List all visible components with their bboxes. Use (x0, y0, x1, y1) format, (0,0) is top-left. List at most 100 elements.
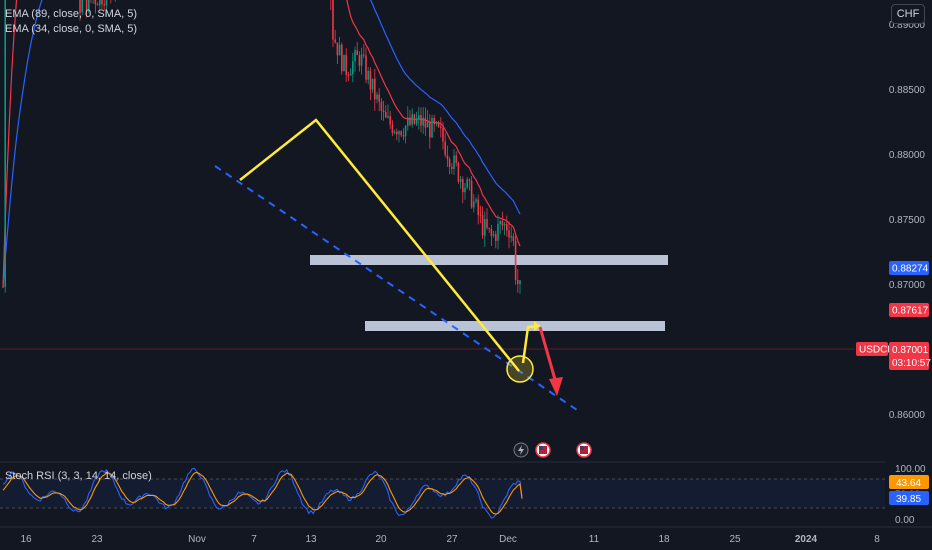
candle-body (457, 162, 460, 182)
candle-body (360, 54, 363, 66)
candle-body (402, 135, 405, 137)
ema34-price-tag-bg (889, 303, 929, 317)
x-tick-label: Nov (188, 534, 206, 545)
candle-body (426, 121, 429, 128)
candle-body (404, 125, 407, 137)
candle-body (338, 44, 341, 56)
candle-body (365, 55, 367, 80)
candle-body (488, 227, 490, 229)
candle-body (4, 0, 6, 287)
candle-body (444, 141, 446, 156)
candles (2, 0, 521, 294)
candle-body (99, 0, 101, 6)
stoch-d-value: 39.85 (896, 494, 921, 505)
candle-body (345, 54, 347, 75)
x-tick-label: 16 (20, 534, 32, 545)
candle-body (413, 114, 416, 124)
candle-body (490, 228, 493, 236)
legend-ema34: EMA (34, close, 0, SMA, 5) (5, 23, 138, 35)
rsi-tick-label: 100.00 (895, 464, 926, 475)
candle-body (374, 78, 376, 100)
candle-body (376, 94, 378, 100)
reversal-circle (506, 355, 534, 383)
countdown-timer: 03:10:57 (892, 358, 931, 369)
x-tick-label: 25 (729, 534, 741, 545)
candle-body (363, 54, 365, 56)
candle-body (88, 0, 90, 12)
candle-body (440, 126, 442, 129)
candle-body (442, 128, 444, 142)
lightning-icon-glyph (518, 445, 524, 455)
candle-body (464, 187, 466, 193)
candle-body (385, 112, 387, 118)
x-tick-label: 11 (589, 534, 600, 545)
currency-button[interactable]: CHF (891, 4, 925, 24)
candle-body (424, 117, 427, 128)
us-flag-canton (580, 446, 584, 450)
candle-body (334, 39, 336, 43)
candle-body (415, 119, 418, 124)
y-tick-label: 0.87000 (889, 280, 926, 291)
candle-body (453, 155, 455, 169)
red-down-arrow (538, 326, 558, 384)
yellow-arrow-head (534, 321, 540, 331)
candle-body (79, 0, 81, 13)
candle-body (495, 234, 497, 241)
candle-body (387, 116, 389, 118)
candle-body (101, 0, 103, 5)
candle-body (475, 199, 477, 202)
x-tick-label: 8 (874, 534, 880, 545)
candle-body (349, 74, 352, 76)
candle-body (448, 159, 451, 167)
resistance-zone-upper (310, 255, 668, 265)
candle-body (462, 179, 464, 193)
rsi-tick-label: 0.00 (895, 515, 915, 526)
candle-body (336, 42, 339, 56)
candle-body (437, 122, 440, 127)
candle-body (391, 124, 394, 133)
candle-body (435, 122, 438, 125)
candle-body (468, 179, 471, 181)
candle-body (389, 116, 391, 125)
ema89-line (2, 0, 521, 287)
stoch-d-line (2, 471, 523, 515)
candle-body (407, 117, 409, 126)
candle-body (451, 166, 453, 169)
symbol-tag: USDCHF (859, 345, 901, 356)
candle-body (486, 219, 488, 228)
x-tick-label: 13 (305, 534, 317, 545)
candle-body (422, 117, 424, 126)
candle-body (356, 50, 358, 56)
candle-body (2, 286, 4, 288)
candle-body (446, 155, 449, 160)
candle-body (411, 114, 413, 125)
candle-body (371, 78, 374, 90)
candle-body (479, 214, 482, 216)
candle-body (352, 61, 354, 75)
candle-body (393, 131, 396, 133)
x-tick-label: 23 (91, 534, 103, 545)
y-tick-label: 0.87500 (889, 215, 926, 226)
candle-body (459, 179, 462, 182)
candle-body (105, 0, 108, 6)
candle-body (484, 219, 486, 236)
stoch-d-tag-bg (889, 491, 929, 505)
candle-body (477, 199, 479, 215)
candle-body (354, 50, 356, 62)
candle-body (433, 117, 435, 125)
candle-body (420, 115, 422, 126)
candle-body (492, 234, 495, 236)
candle-body (96, 4, 99, 6)
candle-body (508, 230, 510, 238)
candle-body (398, 131, 400, 135)
candle-body (499, 221, 501, 224)
red-arrow-head (549, 377, 563, 396)
candle-body (503, 223, 506, 226)
candle-body (409, 117, 411, 125)
resistance-zone-lower (365, 321, 665, 331)
candle-body (382, 110, 385, 113)
ema34-line (2, 0, 521, 287)
candle-body (400, 131, 402, 136)
candle-body (358, 55, 361, 66)
